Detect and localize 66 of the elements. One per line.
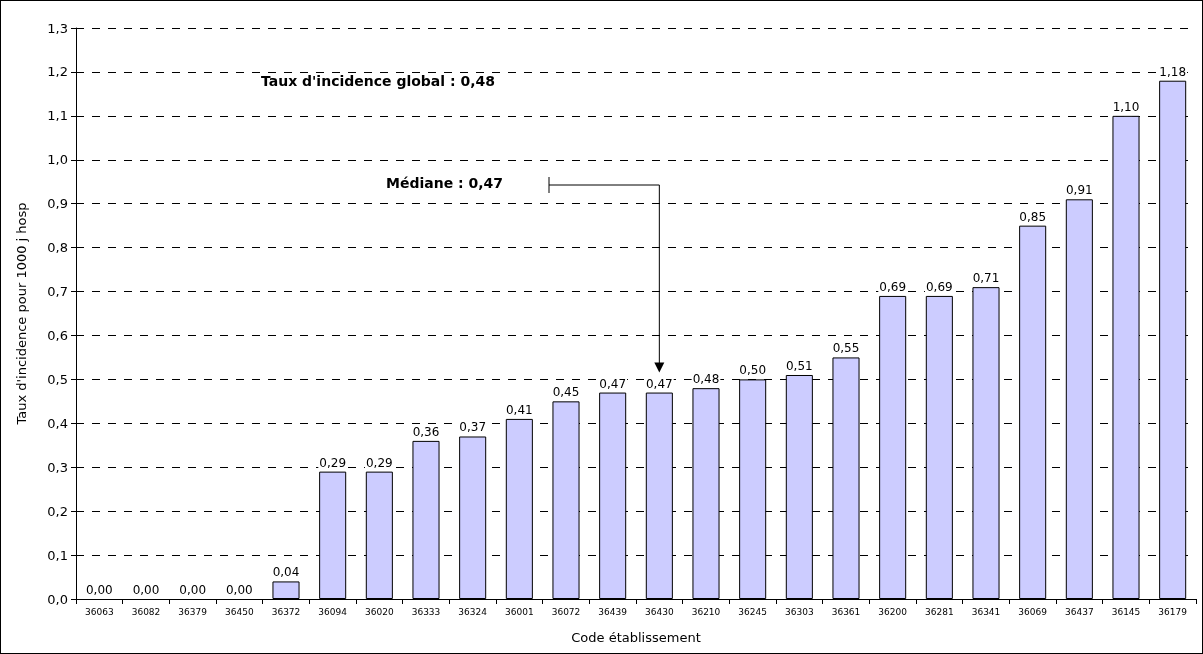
x-tick-label: 36020 [365, 606, 394, 617]
data-label: 0,04 [272, 565, 300, 580]
data-label: 1,10 [1112, 99, 1140, 114]
y-tick-label: 0,5 [47, 371, 68, 387]
data-label: 0,69 [879, 279, 907, 294]
data-label: 0,29 [319, 455, 347, 470]
x-tick-label: 36210 [691, 606, 721, 617]
annotation: Médiane : 0,47 [384, 175, 506, 191]
x-tick-label: 36450 [225, 606, 254, 617]
data-label: 0,48 [692, 372, 720, 387]
data-label: 0,47 [599, 376, 627, 391]
y-tick-label: 1,3 [47, 20, 68, 36]
x-tick-label: 36063 [85, 606, 114, 617]
data-label: 0,00 [225, 583, 253, 597]
x-tick-label: 36430 [645, 606, 674, 617]
y-tick-label: 1,0 [47, 152, 68, 168]
data-label: 0,47 [645, 376, 673, 391]
data-label: 0,41 [505, 402, 533, 417]
y-tick-label: 0,6 [47, 327, 68, 343]
x-tick-label: 36372 [271, 606, 301, 617]
x-tick-label: 36094 [318, 606, 348, 617]
data-label: 0,45 [552, 385, 580, 400]
x-tick-label: 36361 [831, 606, 861, 617]
y-tick-label: 0,0 [47, 591, 68, 607]
data-label: 0,29 [365, 455, 393, 470]
x-axis-title: Code établissement [571, 630, 701, 645]
data-label: 0,71 [972, 271, 1000, 286]
x-tick-label: 36324 [458, 606, 488, 617]
y-tick-label: 0,4 [47, 415, 68, 431]
data-label: 0,51 [785, 358, 813, 373]
x-tick-label: 36082 [131, 606, 161, 617]
x-tick-label: 36341 [971, 606, 1001, 617]
annotation: Taux d'incidence global : 0,48 [259, 73, 497, 89]
x-tick-label: 36281 [925, 606, 954, 617]
data-label: 0,00 [179, 583, 207, 597]
y-tick-label: 0,9 [47, 196, 68, 212]
data-label: 1,18 [1159, 64, 1187, 79]
y-tick-label: 0,1 [47, 547, 68, 563]
data-label: 0,37 [459, 420, 487, 435]
data-label: 0,36 [412, 424, 440, 439]
x-tick-label: 36072 [551, 606, 581, 617]
data-label: 0,00 [85, 583, 113, 597]
data-label: 0,85 [1019, 209, 1047, 224]
y-tick-label: 0,2 [47, 503, 68, 519]
data-label: 0,91 [1065, 183, 1093, 198]
y-tick-label: 0,3 [47, 459, 68, 475]
data-label: 0,50 [739, 363, 767, 378]
x-tick-label: 36179 [1158, 606, 1188, 617]
x-tick-label: 36069 [1018, 606, 1048, 617]
x-tick-label: 36439 [598, 606, 628, 617]
y-tick-label: 1,1 [47, 108, 68, 124]
data-label: 0,00 [132, 583, 160, 597]
x-tick-label: 36200 [878, 606, 908, 617]
y-tick-label: 0,8 [47, 240, 68, 256]
y-axis-title: Taux d'incidence pour 1000 j hosp [14, 202, 29, 426]
x-tick-label: 36303 [785, 606, 814, 617]
data-label: 0,55 [832, 341, 860, 356]
y-tick-label: 0,7 [47, 284, 68, 300]
x-tick-label: 36245 [738, 606, 767, 617]
y-tick-label: 1,2 [47, 64, 68, 80]
x-tick-label: 36145 [1111, 606, 1141, 617]
x-tick-label: 36333 [411, 606, 441, 617]
x-tick-label: 36001 [505, 606, 534, 617]
x-tick-label: 36379 [178, 606, 208, 617]
x-tick-label: 36437 [1065, 606, 1094, 617]
data-label: 0,69 [925, 279, 953, 294]
